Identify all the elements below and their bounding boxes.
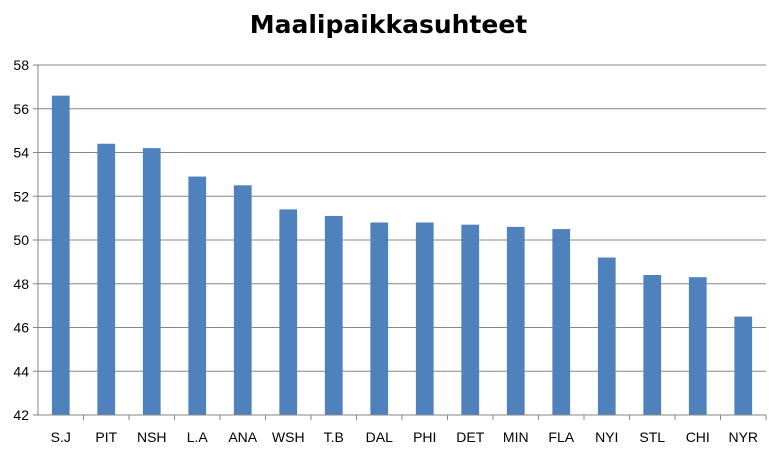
x-tick-label: S.J [51, 429, 71, 445]
axes: 42 44 46 48 50 52 54 56 58 S.J PIT NSH L.A ANA WSH T.B D… [13, 57, 767, 445]
bar-nyr [734, 316, 753, 415]
y-tick-label: 52 [13, 188, 29, 204]
x-tick-label: PIT [95, 429, 117, 445]
x-tick-label: PHI [413, 429, 436, 445]
y-tick-label: 58 [13, 57, 29, 73]
chart-title: Maalipaikkasuhteet [249, 10, 528, 39]
bar-tb [324, 215, 343, 415]
bar-det [461, 224, 480, 415]
x-tick-label: STL [639, 429, 665, 445]
bar-ana [233, 185, 252, 415]
x-tick-label: DET [456, 429, 484, 445]
bar-wsh [279, 209, 298, 415]
x-tick-label: T.B [324, 429, 344, 445]
x-tick-label: WSH [272, 429, 305, 445]
x-tick-label: CHI [686, 429, 710, 445]
bars [51, 95, 753, 415]
bar-la [188, 176, 207, 415]
bar-nsh [142, 148, 161, 415]
x-tick-label: ANA [228, 429, 257, 445]
y-tick-label: 44 [13, 363, 29, 379]
bar-stl [643, 275, 662, 415]
bar-min [506, 226, 525, 415]
y-tick-label: 56 [13, 101, 29, 117]
y-tick-label: 46 [13, 320, 29, 336]
bar-phi [415, 222, 434, 415]
y-tick-label: 42 [13, 407, 29, 423]
bar-dal [370, 222, 389, 415]
bar-chi [688, 277, 707, 415]
x-tick-label: MIN [503, 429, 529, 445]
y-tick-label: 50 [13, 232, 29, 248]
x-tick-label: DAL [366, 429, 393, 445]
x-tick-label: NYR [728, 429, 758, 445]
x-tick-label: L.A [187, 429, 209, 445]
bar-fla [552, 229, 571, 415]
y-tick-label: 48 [13, 276, 29, 292]
x-tick-label: NSH [137, 429, 167, 445]
x-tick-label: FLA [548, 429, 574, 445]
bar-pit [97, 143, 116, 415]
bar-sj [51, 95, 70, 415]
bar-nyi [597, 257, 616, 415]
x-tick-label: NYI [595, 429, 618, 445]
y-tick-label: 54 [13, 145, 29, 161]
